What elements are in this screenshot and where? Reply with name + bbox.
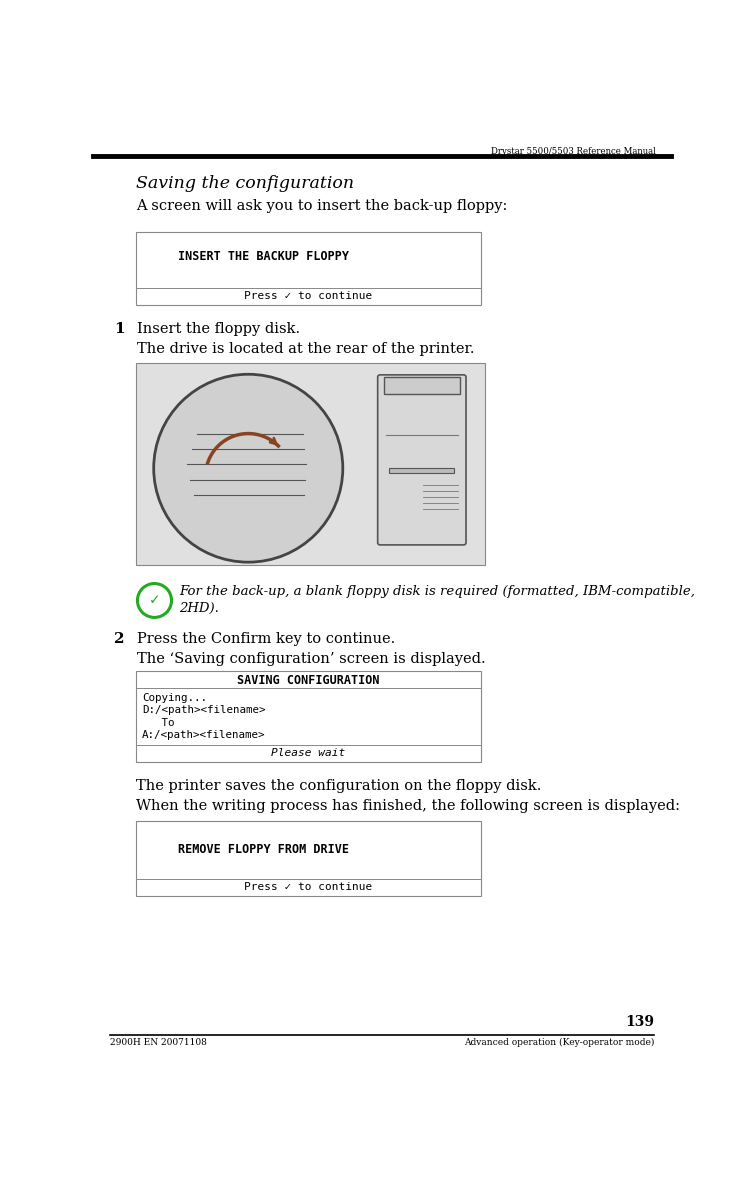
Text: A:/<path><filename>: A:/<path><filename> xyxy=(142,729,266,740)
Text: Saving the configuration: Saving the configuration xyxy=(136,174,354,192)
Bar xyxy=(136,231,480,305)
Text: D:/<path><filename>: D:/<path><filename> xyxy=(142,706,266,715)
Text: Press ✓ to continue: Press ✓ to continue xyxy=(244,882,372,892)
Text: SAVING CONFIGURATION: SAVING CONFIGURATION xyxy=(237,674,380,687)
Text: Insert the floppy disk.: Insert the floppy disk. xyxy=(137,321,301,336)
Text: 139: 139 xyxy=(625,1014,654,1028)
Text: 2900H EN 20071108: 2900H EN 20071108 xyxy=(110,1038,207,1047)
Text: Drystar 5500/5503 Reference Manual: Drystar 5500/5503 Reference Manual xyxy=(491,147,656,155)
Text: 1: 1 xyxy=(114,321,125,336)
Text: A screen will ask you to insert the back-up floppy:: A screen will ask you to insert the back… xyxy=(136,199,507,213)
Text: The ‘Saving configuration’ screen is displayed.: The ‘Saving configuration’ screen is dis… xyxy=(137,652,486,667)
Text: Advanced operation (Key-operator mode): Advanced operation (Key-operator mode) xyxy=(464,1038,654,1047)
Bar xyxy=(136,363,485,565)
Bar xyxy=(136,671,480,763)
Circle shape xyxy=(137,584,172,618)
Text: When the writing process has finished, the following screen is displayed:: When the writing process has finished, t… xyxy=(136,799,680,814)
Text: Please wait: Please wait xyxy=(272,748,345,758)
Circle shape xyxy=(154,375,343,562)
Text: ✓: ✓ xyxy=(148,593,160,607)
Text: Copying...: Copying... xyxy=(142,693,207,703)
FancyBboxPatch shape xyxy=(377,375,466,544)
Text: The drive is located at the rear of the printer.: The drive is located at the rear of the … xyxy=(137,342,475,356)
Text: The printer saves the configuration on the floppy disk.: The printer saves the configuration on t… xyxy=(136,779,542,793)
FancyBboxPatch shape xyxy=(384,377,460,394)
Text: For the back-up, a blank floppy disk is required (formatted, IBM-compatible,: For the back-up, a blank floppy disk is … xyxy=(179,585,695,598)
Text: Press ✓ to continue: Press ✓ to continue xyxy=(244,291,372,300)
Bar xyxy=(389,468,454,473)
Text: 2: 2 xyxy=(114,632,125,646)
Bar xyxy=(136,821,480,897)
Text: 2HD).: 2HD). xyxy=(179,602,219,616)
Text: To: To xyxy=(142,718,175,727)
Text: INSERT THE BACKUP FLOPPY: INSERT THE BACKUP FLOPPY xyxy=(178,250,349,263)
Text: Press the Confirm key to continue.: Press the Confirm key to continue. xyxy=(137,632,395,646)
Text: REMOVE FLOPPY FROM DRIVE: REMOVE FLOPPY FROM DRIVE xyxy=(178,843,349,856)
